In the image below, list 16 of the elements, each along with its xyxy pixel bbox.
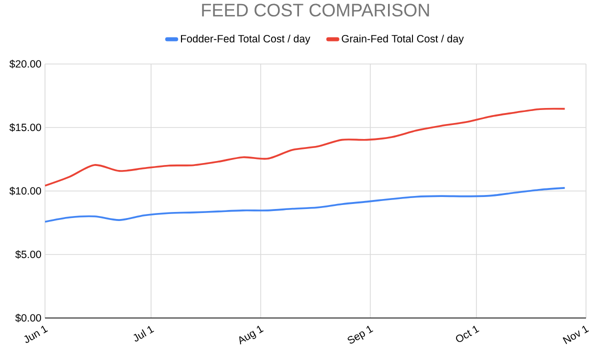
x-tick-label: Oct 1 xyxy=(456,326,480,342)
chart-title: FEED COST COMPARISON xyxy=(202,4,429,16)
y-tick-label: $10.00 xyxy=(9,186,42,196)
line-series xyxy=(45,187,566,223)
y-tick-label: $15.00 xyxy=(9,123,42,132)
x-tick-label: Sep 1 xyxy=(348,326,374,344)
x-tick-label: Jul 1 xyxy=(134,326,154,342)
x-tick-label: Nov 1 xyxy=(562,326,589,344)
y-tick-label: $0.00 xyxy=(15,314,42,322)
y-tick-label: $20.00 xyxy=(9,60,42,68)
legend-label: Grain-Fed Total Cost / day xyxy=(342,34,464,44)
line-series xyxy=(45,108,566,187)
legend-label: Fodder-Fed Total Cost / day xyxy=(181,34,310,44)
x-tick-label: Aug 1 xyxy=(239,326,264,345)
y-tick-label: $5.00 xyxy=(15,250,42,259)
x-tick-label: Jun 1 xyxy=(24,326,48,343)
